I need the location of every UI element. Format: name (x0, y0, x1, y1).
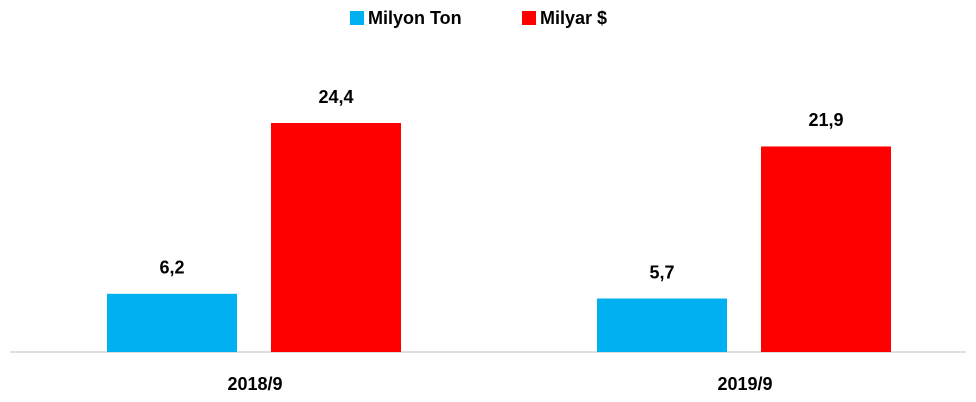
legend-swatch (350, 11, 364, 25)
bar (597, 298, 727, 352)
data-label: 5,7 (649, 262, 674, 282)
bar (107, 293, 237, 352)
bar (761, 146, 891, 352)
data-label: 6,2 (159, 258, 184, 278)
legend-label: Milyon Ton (368, 8, 462, 28)
data-label: 24,4 (318, 87, 353, 107)
x-tick-label: 2019/9 (717, 374, 772, 394)
legend-label: Milyar $ (540, 8, 607, 28)
data-label: 21,9 (808, 110, 843, 130)
bar (271, 123, 401, 352)
legend-swatch (522, 11, 536, 25)
x-tick-label: 2018/9 (227, 374, 282, 394)
